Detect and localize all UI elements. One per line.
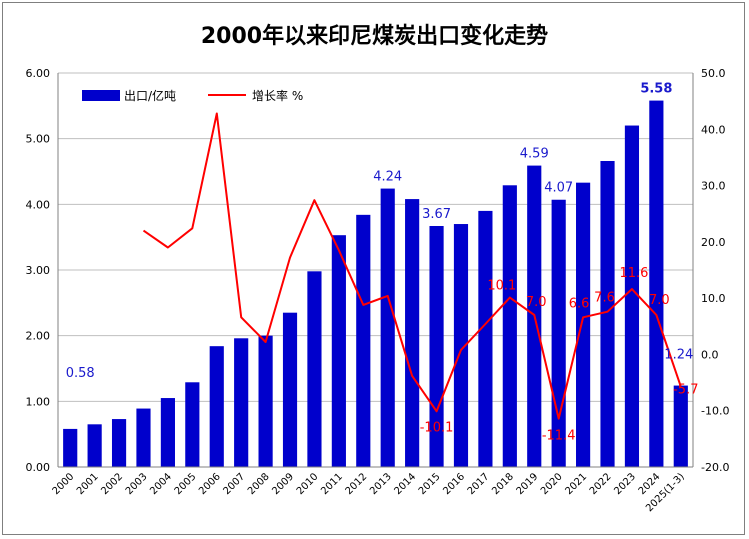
bar <box>258 335 273 467</box>
line-value-label: 10.1 <box>487 279 516 294</box>
bar <box>600 160 615 467</box>
bar <box>551 199 566 467</box>
legend-bar-swatch <box>82 90 120 101</box>
x-axis: 2000200120022003200420052006200720082009… <box>51 466 693 514</box>
right-tick-label: 30.0 <box>701 180 726 193</box>
x-tick-label: 2010 <box>295 471 321 497</box>
left-tick-label: 5.00 <box>26 133 51 146</box>
x-tick-label: 2006 <box>197 471 223 497</box>
bar <box>453 224 469 467</box>
x-tick-label: 2018 <box>490 471 516 497</box>
bar <box>234 338 249 467</box>
right-tick-label: 0.0 <box>701 348 719 361</box>
bar <box>576 182 591 467</box>
bar <box>111 419 127 467</box>
bar <box>136 408 151 467</box>
right-axis: -20.0 -10.0 0.0 10.0 20.0 30.0 40.0 50.0 <box>692 67 729 474</box>
bar <box>624 125 640 468</box>
line-value-label: -11.4 <box>542 429 576 444</box>
bar <box>63 428 78 467</box>
line-value-label: 6.6 <box>569 296 590 311</box>
bar <box>405 199 420 467</box>
bar <box>356 214 371 467</box>
left-tick-label: 2.00 <box>26 330 51 343</box>
legend: 出口/亿吨 增长率 % <box>82 88 303 103</box>
legend-bar-label: 出口/亿吨 <box>124 88 176 103</box>
bar <box>87 424 102 467</box>
bar <box>478 210 493 467</box>
line-value-label: 7.0 <box>649 293 670 308</box>
bar-value-label: 3.67 <box>422 207 451 222</box>
x-tick-label: 2020 <box>539 471 565 497</box>
bar-value-label: 4.24 <box>373 170 402 185</box>
line-value-label: 11.6 <box>619 266 648 281</box>
x-tick-label: 2008 <box>246 471 272 497</box>
x-tick-label: 2023 <box>612 471 638 497</box>
x-tick-label: 2003 <box>124 471 150 497</box>
bar-value-label: 4.07 <box>544 181 573 196</box>
growth-rate-line <box>142 112 682 420</box>
x-tick-label: 2016 <box>441 471 467 497</box>
x-tick-label: 2004 <box>148 471 174 497</box>
right-tick-label: 20.0 <box>701 236 726 249</box>
left-tick-label: 1.00 <box>26 395 51 408</box>
right-tick-label: 40.0 <box>701 123 726 136</box>
bar <box>209 346 224 467</box>
bar-value-label: 5.58 <box>640 82 672 97</box>
bar-value-label: 4.59 <box>520 147 549 162</box>
line-value-label: -5.7 <box>673 383 698 398</box>
right-tick-label: -10.0 <box>701 405 729 418</box>
bar <box>380 188 395 467</box>
bar <box>282 312 298 467</box>
x-tick-label: 2000 <box>51 471 77 497</box>
line-value-label: 7.6 <box>594 291 615 306</box>
bar <box>307 271 322 467</box>
line-value-label: -10.1 <box>420 420 454 435</box>
x-tick-label: 2022 <box>588 471 614 497</box>
bar <box>160 398 175 467</box>
x-tick-label: 2014 <box>392 471 418 497</box>
x-tick-label: 2002 <box>99 471 125 497</box>
line-series <box>142 112 682 420</box>
left-tick-label: 0.00 <box>26 461 51 474</box>
x-tick-label: 2009 <box>270 471 296 497</box>
bar <box>649 100 664 467</box>
bar <box>185 382 200 467</box>
gridlines <box>58 72 693 468</box>
chart-title: 2000年以来印尼煤炭出口变化走势 <box>200 24 549 49</box>
bar <box>502 185 517 468</box>
right-tick-label: 10.0 <box>701 292 726 305</box>
left-tick-label: 4.00 <box>26 198 51 211</box>
bar <box>331 235 346 467</box>
x-tick-label: 2011 <box>319 471 345 497</box>
x-tick-label: 2007 <box>222 471 248 497</box>
x-tick-label: 2005 <box>173 471 199 497</box>
line-value-label: 7.0 <box>526 295 547 310</box>
x-tick-label: 2021 <box>563 471 589 497</box>
data-labels: 0.58 4.24 3.67 4.59 4.07 5.58 1.24 -10.1 10.1 7.0… <box>66 82 699 444</box>
legend-line-label: 增长率 % <box>252 88 303 103</box>
left-tick-label: 6.00 <box>26 67 51 80</box>
bar-value-label: 0.58 <box>66 366 95 381</box>
bar <box>673 385 688 467</box>
right-tick-label: -20.0 <box>701 461 729 474</box>
right-tick-label: 50.0 <box>701 67 726 80</box>
left-tick-label: 3.00 <box>26 264 51 277</box>
x-tick-label: 2012 <box>344 471 370 497</box>
x-tick-label: 2017 <box>466 471 492 497</box>
left-axis: 0.00 1.00 2.00 3.00 4.00 5.00 6.00 <box>26 67 59 474</box>
bar-series <box>63 100 688 468</box>
bar-value-label: 1.24 <box>664 348 693 363</box>
x-tick-label: 2001 <box>75 471 101 497</box>
x-tick-label: 2013 <box>368 471 394 497</box>
x-tick-label: 2019 <box>515 471 541 497</box>
x-tick-label: 2015 <box>417 471 443 497</box>
